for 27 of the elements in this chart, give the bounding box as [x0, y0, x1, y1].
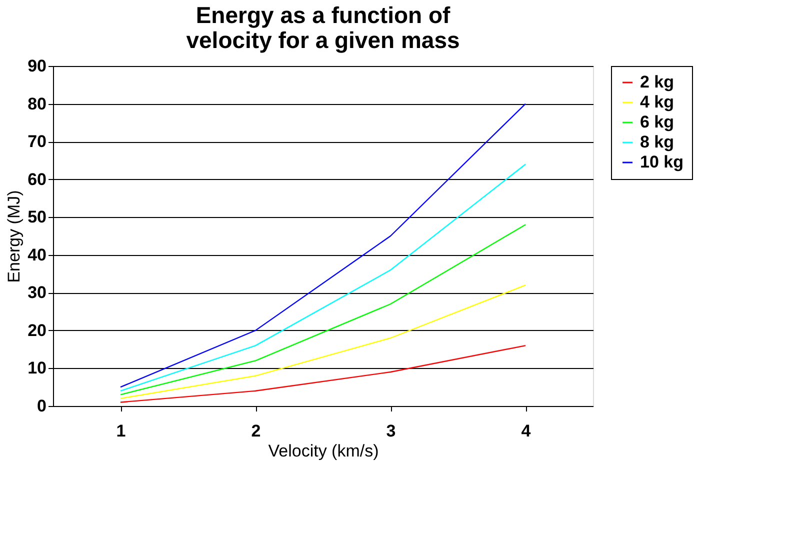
y-tick-label: 70	[28, 132, 46, 152]
x-tick-label: 2	[251, 422, 261, 440]
line-series	[120, 224, 526, 396]
legend-label: 4 kg	[640, 92, 674, 112]
line-series	[120, 344, 526, 403]
legend-label: 6 kg	[640, 112, 674, 132]
x-tick-label: 3	[386, 422, 396, 440]
x-axis-title: Velocity (km/s)	[268, 442, 379, 460]
x-tick-label: 1	[116, 422, 126, 440]
y-tick-label: 20	[28, 320, 46, 340]
y-tick-label: 10	[28, 358, 46, 378]
chart-title: Energy as a function of velocity for a given mass	[186, 2, 460, 53]
y-tick-label: 80	[28, 94, 46, 114]
y-tick-label: 0	[37, 396, 46, 416]
x-tick-label: 4	[521, 422, 532, 440]
y-tick-label: 90	[28, 56, 46, 76]
line-series	[120, 164, 526, 392]
y-tick-label: 60	[28, 170, 46, 189]
legend-label: 2 kg	[640, 72, 674, 92]
y-tick-label: 40	[28, 245, 46, 264]
legend-label: 8 kg	[640, 132, 674, 152]
y-tick-label: 50	[28, 208, 46, 227]
line-series	[120, 284, 526, 400]
y-tick-label: 30	[28, 283, 46, 302]
line-series	[120, 103, 526, 388]
y-axis-title: Energy (MJ)	[4, 190, 24, 283]
legend-label: 10 kg	[640, 152, 684, 172]
